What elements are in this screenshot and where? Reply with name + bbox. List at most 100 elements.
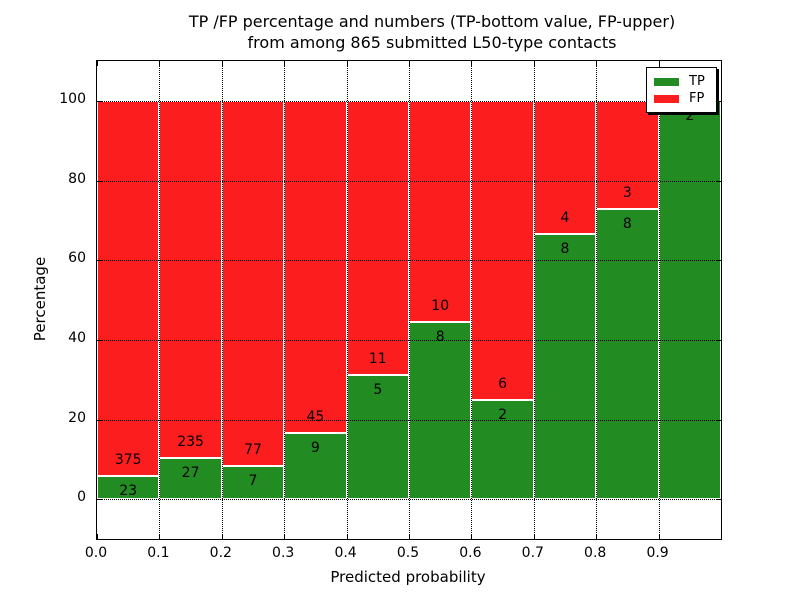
x-axis-label: Predicted probability bbox=[330, 568, 486, 586]
tp-count-label: 2 bbox=[685, 107, 695, 124]
vertical-gridline bbox=[596, 61, 598, 539]
y-tick-mark-right bbox=[716, 499, 721, 501]
x-tick-mark-top bbox=[596, 61, 598, 66]
fp-count-label: 375 bbox=[114, 452, 142, 469]
y-tick-mark bbox=[97, 339, 102, 341]
tp-count-label: 9 bbox=[310, 439, 320, 456]
fp-count-label: 6 bbox=[498, 375, 508, 392]
x-tick-mark-top bbox=[97, 61, 98, 66]
x-tick-mark-top bbox=[284, 61, 286, 66]
y-tick-label: 20 bbox=[68, 409, 86, 426]
tp-count-label: 23 bbox=[119, 483, 138, 500]
y-tick-label: 60 bbox=[68, 250, 86, 267]
y-tick-mark bbox=[97, 419, 102, 421]
chart-title-line1: TP /FP percentage and numbers (TP-bottom… bbox=[188, 12, 676, 31]
plot-area: 375232352777745911510862483802 TP FP bbox=[96, 60, 722, 540]
legend: TP FP bbox=[646, 67, 717, 113]
legend-label-tp: TP bbox=[689, 74, 705, 89]
bar-segment-tp bbox=[409, 322, 472, 500]
tp-swatch-icon bbox=[654, 77, 679, 86]
vertical-gridline bbox=[284, 61, 286, 539]
x-tick-mark-top bbox=[221, 61, 223, 66]
x-tick-mark bbox=[221, 534, 223, 539]
vertical-gridline bbox=[409, 61, 410, 539]
x-tick-mark bbox=[471, 534, 473, 539]
bar-segment-fp bbox=[284, 100, 347, 433]
x-tick-label: 0.2 bbox=[209, 545, 232, 561]
y-tick-mark-right bbox=[716, 100, 721, 102]
x-tick-mark bbox=[658, 534, 660, 539]
legend-label-fp: FP bbox=[689, 91, 705, 106]
x-tick-mark bbox=[409, 534, 410, 539]
bar-segment-tp bbox=[97, 476, 160, 500]
bar-segment-tp bbox=[658, 100, 721, 500]
bar-segment-fp bbox=[221, 100, 285, 466]
x-tick-mark bbox=[346, 534, 348, 539]
y-tick-mark-right bbox=[716, 339, 721, 341]
bar-segment-fp bbox=[159, 100, 222, 459]
y-tick-mark bbox=[97, 180, 102, 182]
x-tick-label: 0.4 bbox=[334, 545, 357, 561]
bar-segment-fp bbox=[533, 100, 597, 234]
x-tick-label: 0.0 bbox=[84, 545, 108, 561]
vertical-gridline bbox=[471, 61, 473, 539]
bar-segment-tp bbox=[533, 233, 597, 500]
legend-row-fp: FP bbox=[654, 90, 712, 107]
bar-segment-tp bbox=[596, 209, 659, 500]
y-tick-label: 100 bbox=[59, 90, 86, 107]
fp-count-label: 77 bbox=[244, 441, 262, 458]
fp-count-label: 3 bbox=[622, 185, 632, 202]
x-tick-label: 0.1 bbox=[147, 545, 170, 561]
legend-row-tp: TP bbox=[654, 73, 712, 90]
x-tick-label: 0.9 bbox=[646, 545, 669, 561]
tp-count-label: 2 bbox=[498, 406, 508, 423]
bar-segment-fp bbox=[346, 100, 409, 375]
x-tick-mark bbox=[159, 534, 161, 539]
x-tick-mark bbox=[284, 534, 286, 539]
x-tick-label: 0.3 bbox=[272, 545, 295, 561]
x-tick-mark bbox=[97, 534, 98, 539]
vertical-gridline bbox=[658, 61, 660, 539]
vertical-gridline bbox=[533, 61, 535, 539]
y-tick-label: 40 bbox=[68, 329, 86, 346]
x-tick-label: 0.7 bbox=[521, 545, 544, 561]
bar-segment-tp bbox=[221, 465, 285, 500]
vertical-gridline bbox=[159, 61, 161, 539]
y-tick-label: 0 bbox=[77, 489, 86, 506]
tp-count-label: 5 bbox=[373, 381, 383, 398]
tp-count-label: 8 bbox=[622, 216, 632, 233]
fp-count-label: 235 bbox=[177, 434, 204, 451]
x-tick-label: 0.6 bbox=[459, 545, 482, 561]
x-tick-label: 0.8 bbox=[584, 545, 607, 561]
y-tick-mark bbox=[97, 100, 102, 102]
bar-segment-tp bbox=[159, 458, 222, 500]
y-tick-mark-right bbox=[716, 260, 721, 262]
fp-swatch-icon bbox=[654, 94, 679, 103]
x-tick-mark-top bbox=[471, 61, 473, 66]
x-tick-mark-top bbox=[346, 61, 348, 66]
bar-segment-fp bbox=[409, 100, 472, 323]
y-tick-label: 80 bbox=[68, 170, 86, 187]
bar-segment-fp bbox=[471, 100, 534, 400]
x-tick-label: 0.5 bbox=[396, 545, 420, 561]
x-tick-mark-top bbox=[658, 61, 660, 66]
y-tick-mark-right bbox=[716, 180, 721, 182]
tp-count-label: 27 bbox=[181, 465, 200, 482]
tp-count-label: 8 bbox=[435, 329, 445, 346]
chart-title: TP /FP percentage and numbers (TP-bottom… bbox=[120, 11, 744, 53]
y-axis-label: Percentage bbox=[31, 256, 49, 342]
x-tick-mark-top bbox=[159, 61, 161, 66]
vertical-gridline bbox=[346, 61, 348, 539]
vertical-gridline bbox=[221, 61, 223, 539]
fp-count-label: 10 bbox=[431, 298, 450, 315]
chart-title-line2: from among 865 submitted L50-type contac… bbox=[247, 33, 617, 52]
fp-count-label: 11 bbox=[368, 350, 387, 367]
tp-count-label: 7 bbox=[248, 472, 258, 489]
y-tick-mark-right bbox=[716, 419, 721, 421]
bar-segment-fp bbox=[97, 100, 160, 477]
y-tick-mark bbox=[97, 499, 102, 501]
x-tick-mark bbox=[533, 534, 535, 539]
x-tick-mark-top bbox=[409, 61, 410, 66]
fp-count-label: 4 bbox=[560, 209, 570, 226]
